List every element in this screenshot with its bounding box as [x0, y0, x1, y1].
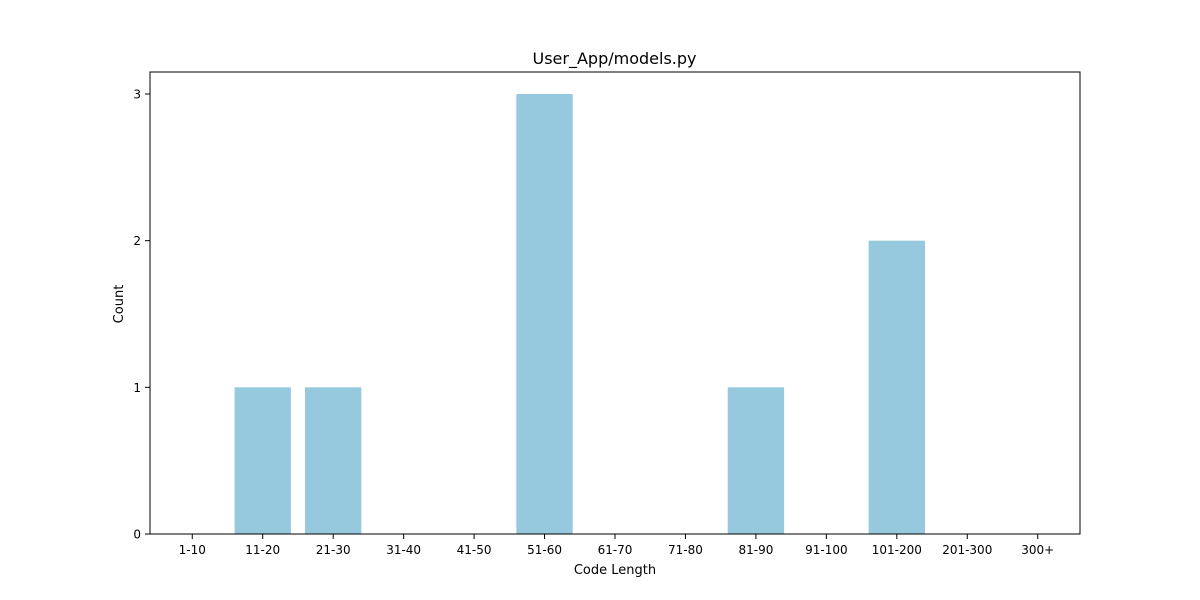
y-tick-label: 0 — [133, 528, 141, 542]
bar-51-60 — [516, 94, 573, 534]
plot-frame — [149, 71, 1081, 535]
y-tick-label: 1 — [133, 381, 141, 395]
bar-81-90 — [727, 387, 785, 534]
x-tick-label: 1-10 — [179, 543, 206, 557]
x-tick-label: 41-50 — [457, 543, 492, 557]
bar-21-30 — [305, 387, 362, 534]
x-axis-label: Code Length — [574, 563, 656, 578]
chart-title: User_App/models.py — [533, 49, 697, 69]
y-tick-label: 3 — [133, 88, 141, 102]
x-tick-label: 201-300 — [942, 543, 992, 557]
y-axis-ticks: 0 1 2 3 — [133, 88, 150, 542]
x-tick-label: 11-20 — [245, 543, 280, 557]
bar-101-200 — [868, 240, 925, 535]
bar-11-20 — [234, 387, 291, 534]
x-tick-label: 300+ — [1021, 543, 1054, 557]
x-tick-label: 21-30 — [316, 543, 351, 557]
x-tick-label: 51-60 — [527, 543, 562, 557]
x-tick-label: 31-40 — [386, 543, 421, 557]
x-tick-label: 61-70 — [598, 543, 633, 557]
bars-group — [234, 94, 925, 535]
x-tick-label: 81-90 — [738, 543, 773, 557]
x-tick-label: 71-80 — [668, 543, 703, 557]
x-axis-ticks: 1-10 11-20 21-30 31-40 41-50 51-60 61-70 71-80 8… — [179, 534, 1054, 557]
y-tick-label: 2 — [133, 234, 141, 248]
x-tick-label: 91-100 — [805, 543, 848, 557]
y-axis-label: Count — [112, 285, 127, 324]
x-tick-label: 101-200 — [872, 543, 922, 557]
